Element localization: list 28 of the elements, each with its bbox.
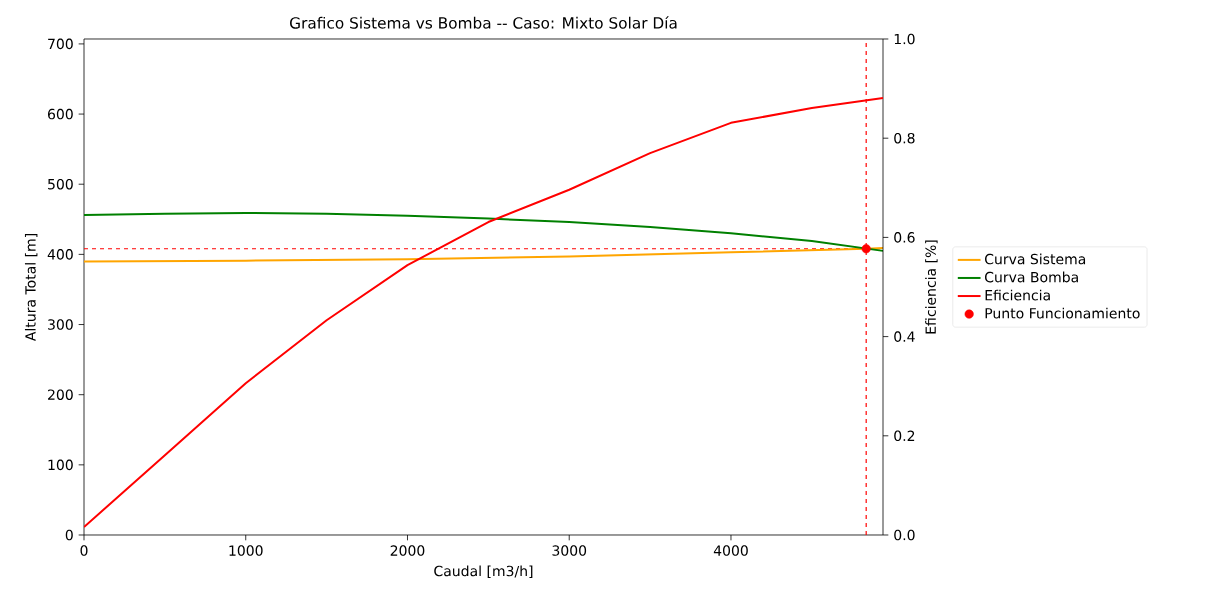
x-axis-title: Caudal [m3/h]: [434, 565, 533, 578]
y-tick-label: 600: [48, 108, 73, 120]
legend-label: Punto Funcionamiento: [985, 307, 1140, 319]
y-axis-title: Altura Total [m]: [24, 234, 38, 342]
line-series: [84, 211, 884, 252]
legend-label: Curva Sistema: [985, 253, 1086, 265]
y2-tick-label: 0.6: [894, 232, 915, 243]
legend-label: Curva Bomba: [985, 271, 1078, 283]
x-tick-label: 1000: [229, 545, 263, 556]
y-tick-label: 700: [48, 38, 73, 50]
y-tick-label: 400: [47, 249, 73, 260]
y2-tick-label: 0.4: [894, 331, 915, 342]
y-tick-label: 200: [48, 389, 73, 400]
legend-label: Eficiencia: [985, 289, 1050, 301]
y2-axis-title: Eficiencia [%]: [925, 240, 938, 334]
y2-tick-label: 0.8: [894, 132, 915, 144]
x-tick-label: 3000: [552, 545, 587, 556]
y-tick-label: 0: [65, 529, 73, 541]
x-tick-label: 2000: [390, 545, 425, 556]
x-tick-label: 4000: [713, 545, 748, 556]
y2-tick-label: 1.0: [894, 33, 915, 45]
y-tick-label: 500: [48, 178, 73, 190]
x-tick-label: 0: [80, 545, 88, 556]
y2-tick-label: 0.2: [894, 430, 915, 442]
chart-title: Grafico Sistema vs Bomba -- Caso: Mixto Solar Día: [290, 16, 677, 29]
y-tick-label: 300: [48, 319, 73, 330]
y2-tick-label: 0.0: [894, 529, 915, 541]
y-tick-label: 100: [48, 459, 73, 471]
